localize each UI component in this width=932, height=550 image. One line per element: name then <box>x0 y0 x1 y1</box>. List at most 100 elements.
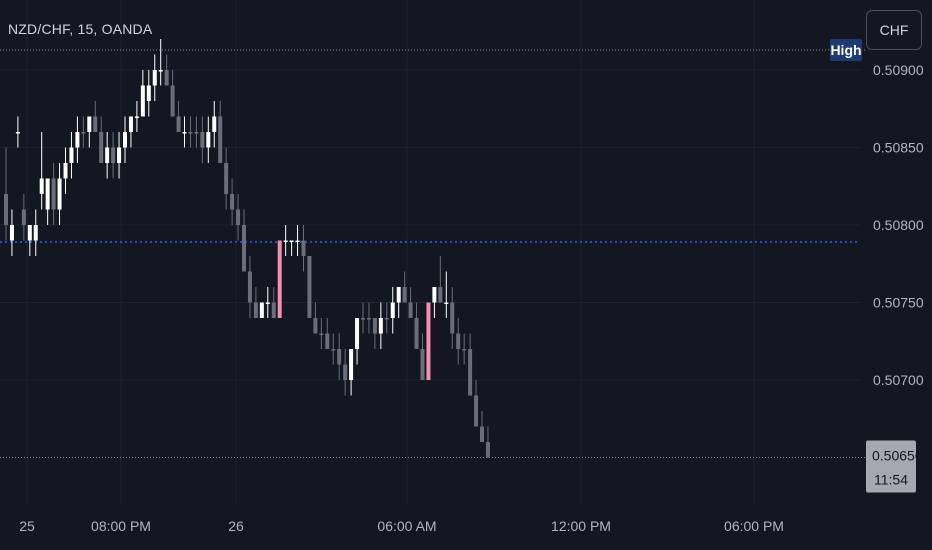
candle <box>378 302 383 349</box>
candle <box>87 116 92 148</box>
price-tick-label: 0.50750 <box>873 295 924 311</box>
price-axis[interactable]: 0.50900 0.50850 0.50800 0.50750 0.50700 <box>873 62 924 388</box>
candle <box>170 70 175 117</box>
candle-countdown: 11:54 <box>874 472 908 488</box>
candle <box>230 178 235 225</box>
candle <box>474 380 479 427</box>
candle-body <box>366 318 371 320</box>
candle <box>128 116 133 148</box>
candle-body <box>230 194 235 210</box>
candle-body <box>99 132 104 163</box>
candle <box>432 287 437 318</box>
candle-body <box>378 318 383 334</box>
candle <box>259 302 264 318</box>
candle <box>319 318 324 349</box>
candle-body <box>462 349 467 351</box>
candle-body <box>361 318 365 320</box>
candle-body <box>93 116 98 132</box>
candle-body <box>81 132 86 134</box>
candle-body <box>372 318 377 334</box>
time-tick-label: 06:00 PM <box>724 518 784 534</box>
candle-body <box>259 302 264 318</box>
candle-body <box>343 364 348 380</box>
time-tick-label: 06:00 AM <box>377 518 436 534</box>
candle <box>390 287 395 334</box>
candle <box>111 132 116 179</box>
candle <box>372 318 377 349</box>
candle-body <box>480 426 484 442</box>
candle-body <box>295 240 300 242</box>
candle-body <box>194 132 199 134</box>
candle-body <box>474 395 479 427</box>
candle <box>69 132 74 179</box>
candle-body <box>349 349 354 380</box>
candle <box>27 225 32 256</box>
candle <box>426 302 431 380</box>
candle-body <box>51 178 56 210</box>
candle <box>265 287 270 318</box>
candle <box>33 209 38 256</box>
candle-body <box>69 147 74 163</box>
candle-body <box>325 333 330 349</box>
price-tick-label: 0.50850 <box>873 140 924 156</box>
candle-body <box>456 333 461 349</box>
candle <box>468 333 473 396</box>
candle-body <box>212 116 217 132</box>
price-tick-label: 0.50800 <box>873 217 924 233</box>
price-tick-label: 0.50900 <box>873 62 924 78</box>
candle <box>152 54 157 101</box>
time-axis[interactable]: 25 08:00 PM 26 06:00 AM 12:00 PM 06:00 PM <box>19 518 784 534</box>
candle-body <box>33 225 38 241</box>
candle-body <box>4 194 8 225</box>
candle <box>462 333 467 365</box>
candle <box>206 116 211 163</box>
candle <box>396 287 401 318</box>
candle-body <box>444 302 449 304</box>
candle <box>194 116 199 148</box>
candle-body <box>283 240 288 242</box>
candle <box>253 287 258 318</box>
candle <box>140 70 145 117</box>
candle-body <box>140 85 145 117</box>
candle-body <box>319 333 324 335</box>
candle <box>480 411 484 442</box>
time-tick-label: 25 <box>19 518 35 534</box>
candle <box>444 271 449 318</box>
candle <box>295 225 300 256</box>
candle-body <box>236 209 241 225</box>
current-price-label: 0.50650 <box>872 448 923 464</box>
candle <box>45 178 50 225</box>
candle <box>349 349 354 396</box>
candle-body <box>57 178 62 210</box>
candle-body <box>158 70 163 72</box>
candle <box>283 225 288 256</box>
candle <box>331 333 336 365</box>
candle-body <box>75 132 80 148</box>
time-tick-label: 12:00 PM <box>551 518 611 534</box>
candle <box>355 318 360 365</box>
candle-body <box>253 302 258 318</box>
candle-body <box>21 209 26 225</box>
candle <box>289 240 294 256</box>
candle-body <box>307 256 312 318</box>
candle <box>158 39 163 86</box>
candle <box>361 302 365 334</box>
currency-button[interactable]: CHF <box>866 10 922 50</box>
candle-body <box>63 163 68 179</box>
candle-body <box>15 132 20 134</box>
candle-body <box>182 132 187 134</box>
candle-body <box>390 302 395 318</box>
candle <box>93 101 98 132</box>
candle-body <box>468 349 473 396</box>
current-price-badge: 0.50650 11:54 <box>866 440 923 493</box>
candle <box>402 271 407 303</box>
high-badge-label: High <box>830 42 861 58</box>
candle <box>224 147 229 210</box>
candle <box>242 209 246 272</box>
candle-body <box>206 132 211 148</box>
candle-body <box>402 287 407 303</box>
candle <box>301 225 306 272</box>
candle-body <box>247 271 252 303</box>
candle-body <box>176 116 181 132</box>
